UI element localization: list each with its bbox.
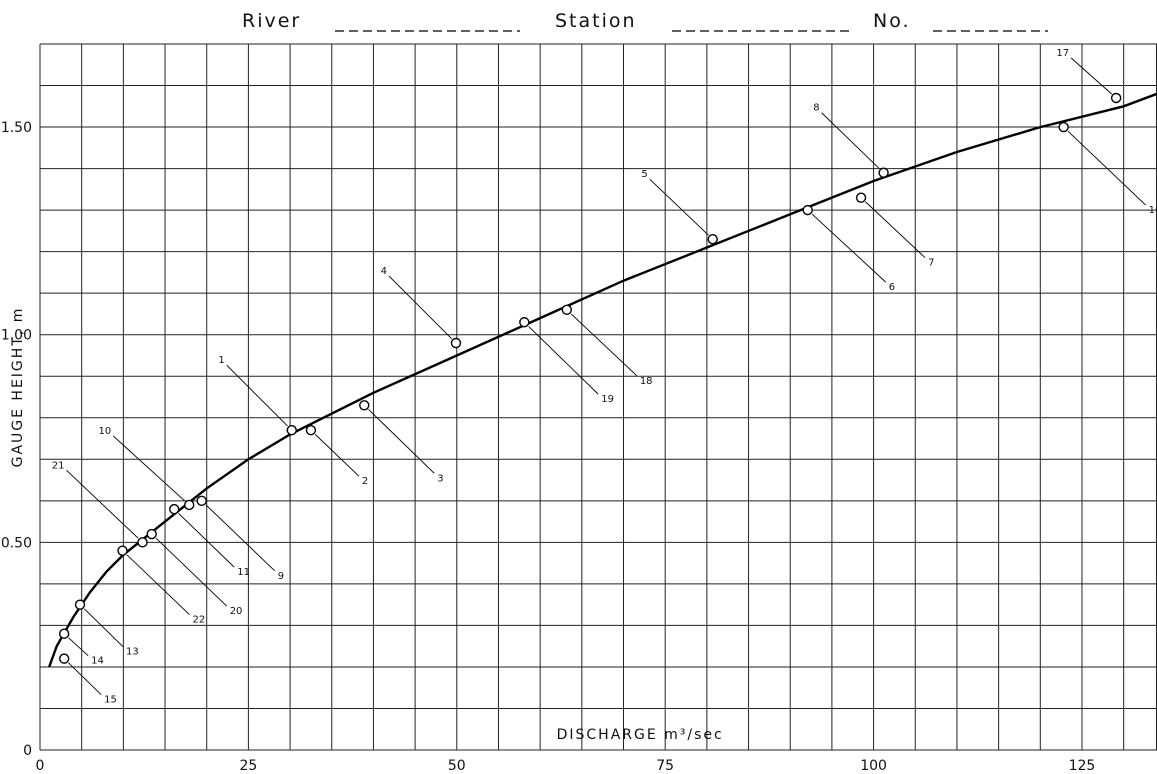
measurement-point: [117, 545, 128, 556]
measurement-point: [74, 599, 86, 610]
point-leader-line: [178, 512, 235, 568]
point-leader-line: [821, 112, 880, 169]
point-label: 3: [437, 473, 443, 484]
point-label: 14: [91, 656, 104, 667]
point-leader-line: [865, 201, 926, 258]
measurement-point: [58, 653, 70, 664]
point-leader-line: [155, 537, 228, 607]
measurement-points: 1 2 3 4 5 6 7 8 9 10 11 13 14 15 16 17 18 19 20 21 22: [52, 48, 1157, 706]
river-label: River: [242, 10, 301, 32]
measurement-point: [450, 337, 462, 349]
point-label: 20: [230, 606, 243, 617]
y-axis-label: GAUGE HEIGHT, m: [10, 307, 26, 468]
point-leader-line: [68, 662, 102, 695]
point-leader-line: [66, 470, 139, 539]
measurement-point: [855, 192, 867, 203]
point-label: 15: [104, 695, 117, 706]
measurement-point: [519, 317, 530, 328]
x-tick-label: 125: [1069, 758, 1096, 774]
y-tick-label: 0: [23, 743, 32, 759]
point-leader-line: [528, 326, 599, 395]
measurement-point: [1110, 92, 1122, 104]
point-leader-line: [314, 434, 360, 477]
point-leader-line: [368, 409, 435, 474]
x-tick-labels: 0 25 50 75 100 125: [36, 758, 1096, 774]
measurement-point: [707, 233, 718, 245]
point-leader-line: [126, 554, 190, 615]
x-tick-label: 75: [656, 758, 674, 774]
point-label: 4: [381, 266, 387, 277]
x-axis-label: DISCHARGE m³/sec: [557, 727, 724, 743]
x-tick-label: 0: [36, 758, 45, 774]
point-label: 2: [362, 476, 368, 487]
point-label: 6: [889, 282, 895, 293]
measurement-point: [146, 528, 157, 540]
point-leader-line: [811, 213, 887, 283]
station-label: Station: [555, 10, 637, 32]
measurement-point: [184, 499, 195, 511]
point-label: 21: [52, 460, 65, 471]
x-tick-label: 100: [860, 758, 887, 774]
point-label: 11: [237, 567, 250, 578]
point-label: 1: [218, 355, 224, 366]
no-label: No.: [873, 10, 911, 32]
point-leader-line: [205, 504, 276, 572]
x-tick-label: 25: [239, 758, 257, 774]
point-label: 13: [126, 647, 139, 658]
y-tick-labels: 0 0.50 1.00 1.50: [1, 120, 32, 759]
point-leader-line: [570, 313, 638, 377]
y-tick-label: 0.50: [1, 535, 32, 551]
point-leader-line: [649, 178, 709, 236]
point-label: 18: [640, 376, 653, 387]
y-tick-label: 1.50: [1, 120, 32, 136]
x-tick-label: 50: [448, 758, 466, 774]
measurement-point: [359, 400, 370, 411]
point-leader-line: [1070, 57, 1112, 95]
measurement-point: [802, 204, 813, 216]
point-label: 17: [1056, 48, 1069, 59]
measurement-point: [169, 503, 180, 515]
measurement-point: [878, 167, 889, 178]
point-label: 22: [193, 615, 206, 626]
point-label: 5: [641, 169, 647, 180]
measurement-point: [561, 304, 573, 315]
rating-curve: [48, 92, 1157, 668]
point-leader-line: [1067, 130, 1146, 206]
measurement-point: [58, 628, 70, 639]
point-leader-line: [388, 275, 453, 340]
point-leader-line: [68, 637, 89, 657]
point-leader-line: [226, 364, 288, 427]
point-label: 16: [1149, 205, 1157, 216]
point-label: 8: [813, 103, 819, 114]
point-label: 19: [601, 394, 614, 405]
measurement-point: [137, 537, 148, 548]
point-label: 9: [278, 571, 284, 582]
measurement-point: [196, 495, 207, 507]
point-leader-line: [83, 608, 124, 647]
measurement-point: [1058, 121, 1069, 133]
measurement-point: [286, 425, 297, 436]
grid: [39, 43, 1157, 751]
point-leader-line: [112, 435, 186, 502]
point-label: 7: [928, 258, 934, 269]
point-label: 10: [98, 426, 111, 437]
measurement-point: [305, 425, 317, 436]
y-tick-label: 1.00: [1, 328, 32, 344]
